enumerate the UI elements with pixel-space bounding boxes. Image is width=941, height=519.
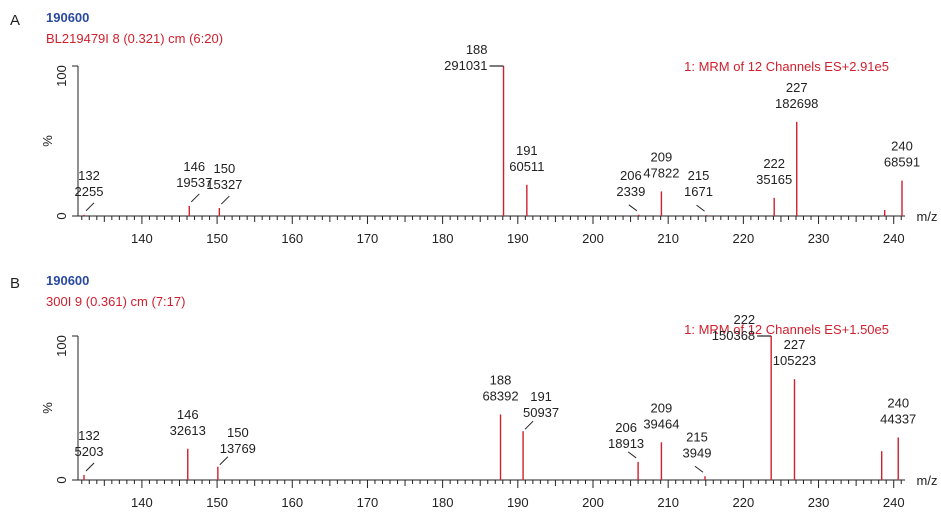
y-tick-label: 100: [54, 335, 69, 357]
y-tick-label: 0: [54, 476, 69, 483]
peak-intensity-label: 39464: [643, 416, 679, 431]
label-leader: [86, 203, 94, 211]
x-tick-label: 200: [582, 231, 604, 246]
peak-mz-label: 215: [686, 429, 708, 444]
peak-intensity-label: 105223: [773, 353, 816, 368]
label-leader: [525, 421, 533, 429]
peak-intensity-label: 13769: [220, 441, 256, 456]
peak-intensity-label: 44337: [880, 412, 916, 427]
x-tick-label: 240: [883, 495, 905, 510]
peak-intensity-label: 50937: [523, 405, 559, 420]
peak-intensity-label: 47822: [643, 165, 679, 180]
x-tick-label: 190: [507, 495, 529, 510]
peak-intensity-label: 18913: [608, 436, 644, 451]
label-leader: [629, 205, 637, 211]
sample-id: 190600: [46, 273, 89, 288]
sample-id: 190600: [46, 10, 89, 25]
peak-mz-label: 240: [891, 139, 913, 154]
peak-intensity-label: 68392: [482, 388, 518, 403]
peak-intensity-label: 2339: [616, 184, 645, 199]
x-tick-label: 180: [432, 231, 454, 246]
spectrum-panel-a: A 190600 BL219479I 8 (0.321) cm (6:20) 1: M…: [10, 10, 937, 246]
y-tick-label: 100: [54, 65, 69, 87]
peak-intensity-label: 182698: [775, 96, 818, 111]
x-axis-label: m/z: [917, 209, 938, 224]
peak-mz-label: 222: [763, 156, 785, 171]
x-tick-label: 220: [733, 231, 755, 246]
panel-label: A: [10, 12, 20, 29]
label-leader: [221, 196, 229, 204]
peak-intensity-label: 1671: [684, 184, 713, 199]
peak-intensity-label: 15327: [206, 177, 242, 192]
peak-intensity-label: 3949: [683, 445, 712, 460]
peak-mz-label: 240: [887, 396, 909, 411]
x-tick-label: 140: [131, 231, 153, 246]
x-tick-label: 150: [206, 495, 228, 510]
peak-intensity-label: 60511: [509, 159, 544, 174]
peak-mz-label: 191: [516, 143, 538, 158]
peak-intensity-label: 291031: [444, 58, 487, 73]
y-tick-label: 0: [54, 212, 69, 219]
label-leader: [86, 463, 94, 471]
peak-mz-label: 150: [213, 161, 235, 176]
peak-mz-label: 146: [183, 159, 205, 174]
peak-intensity-label: 68591: [884, 155, 920, 170]
x-tick-label: 210: [657, 231, 679, 246]
peak-mz-label: 146: [177, 407, 199, 422]
peak-intensity-label: 35165: [756, 172, 792, 187]
label-leader: [220, 457, 228, 465]
label-leader: [191, 194, 199, 202]
peak-mz-label: 206: [620, 168, 642, 183]
peak-mz-label: 227: [784, 337, 806, 352]
peak-mz-label: 191: [530, 389, 552, 404]
peak-intensity-label: 150368: [712, 328, 755, 343]
x-tick-label: 190: [507, 231, 529, 246]
scan-info: BL219479I 8 (0.321) cm (6:20): [46, 31, 223, 46]
peak-intensity-label: 5203: [75, 444, 104, 459]
peak-mz-label: 188: [466, 42, 488, 57]
peak-mz-label: 188: [490, 372, 512, 387]
peak-mz-label: 215: [688, 168, 710, 183]
label-leader: [697, 205, 705, 211]
label-leader: [695, 466, 703, 472]
peak-intensity-label: 32613: [170, 423, 206, 438]
x-tick-label: 240: [883, 231, 905, 246]
panel-label: B: [10, 275, 20, 292]
x-tick-label: 140: [131, 495, 153, 510]
peak-mz-label: 227: [786, 80, 808, 95]
x-tick-label: 170: [357, 231, 379, 246]
peak-intensity-label: 2255: [75, 184, 104, 199]
peak-mz-label: 132: [78, 168, 100, 183]
x-tick-label: 220: [733, 495, 755, 510]
label-leader: [628, 452, 636, 458]
y-axis-label: %: [40, 402, 55, 414]
peak-mz-label: 132: [78, 428, 100, 443]
y-axis-label: %: [40, 135, 55, 147]
peak-mz-label: 206: [615, 420, 637, 435]
x-tick-label: 150: [206, 231, 228, 246]
x-tick-label: 230: [808, 495, 830, 510]
x-tick-label: 230: [808, 231, 830, 246]
x-tick-label: 170: [357, 495, 379, 510]
x-tick-label: 180: [432, 495, 454, 510]
peak-mz-label: 209: [651, 400, 673, 415]
x-tick-label: 160: [281, 495, 303, 510]
scan-info: 300I 9 (0.361) cm (7:17): [46, 294, 185, 309]
x-axis-label: m/z: [917, 473, 938, 488]
x-tick-label: 200: [582, 495, 604, 510]
peak-mz-label: 222: [733, 312, 755, 327]
peak-mz-label: 150: [227, 425, 249, 440]
channel-info: 1: MRM of 12 Channels ES+2.91e5: [684, 59, 889, 74]
peak-mz-label: 209: [651, 149, 673, 164]
x-tick-label: 210: [657, 495, 679, 510]
x-tick-label: 160: [281, 231, 303, 246]
